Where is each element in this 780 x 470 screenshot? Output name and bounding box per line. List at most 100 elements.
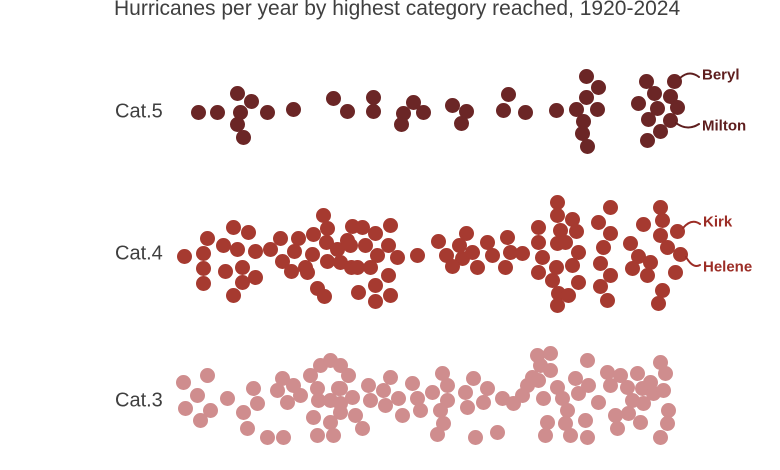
hurricane-dot-cat3 xyxy=(439,377,455,393)
hurricane-dot-cat4 xyxy=(367,293,383,309)
hurricane-dot-cat4 xyxy=(217,263,233,279)
hurricane-dot-cat5 xyxy=(365,103,381,119)
hurricane-dot-cat4 xyxy=(319,253,335,269)
hurricane-dot-cat4 xyxy=(199,230,215,246)
hurricane-dot-cat4 xyxy=(590,214,606,230)
hurricane-dot-cat3 xyxy=(620,405,636,421)
hurricane-dot-cat3 xyxy=(332,380,348,396)
hurricane-dot-cat3 xyxy=(459,399,475,415)
hurricane-dot-cat4 xyxy=(672,246,688,262)
hurricane-dot-cat4 xyxy=(622,235,638,251)
hurricane-dot-cat4 xyxy=(225,287,241,303)
hurricane-dot-cat4 xyxy=(240,224,256,240)
hurricane-dot-cat3 xyxy=(577,412,593,428)
hurricane-dot-cat4 xyxy=(642,254,658,270)
hurricane-dot-cat3 xyxy=(635,395,651,411)
hurricane-dot-cat5 xyxy=(453,115,469,131)
hurricane-dot-cat3 xyxy=(239,420,255,436)
hurricane-dot-cat4 xyxy=(560,287,576,303)
hurricane-dot-cat3 xyxy=(375,382,391,398)
hurricane-dot-cat5 xyxy=(646,85,662,101)
hurricane-dot-cat4 xyxy=(225,219,241,235)
row-label-cat3: Cat.3 xyxy=(115,389,163,412)
hurricane-dot-cat3 xyxy=(567,370,583,386)
hurricane-dot-cat5 xyxy=(568,101,584,117)
hurricane-dot-cat5 xyxy=(590,79,606,95)
hurricane-dot-cat5 xyxy=(630,95,646,111)
hurricane-dot-cat4 xyxy=(514,245,530,261)
hurricane-dot-cat5 xyxy=(393,116,409,132)
hurricane-dot-cat4 xyxy=(382,287,398,303)
hurricane-dot-cat3 xyxy=(249,395,265,411)
hurricane-dot-cat4 xyxy=(195,275,211,291)
hurricane-dot-cat3 xyxy=(542,345,558,361)
hurricane-dot-cat3 xyxy=(292,387,308,403)
hurricane-dot-cat3 xyxy=(590,394,606,410)
hurricane-dot-cat3 xyxy=(390,390,406,406)
hurricane-dot-cat5 xyxy=(652,123,668,139)
hurricane-dot-cat4 xyxy=(570,274,586,290)
hurricane-dot-cat5 xyxy=(229,116,245,132)
hurricane-dot-cat5 xyxy=(500,86,516,102)
hurricane-dot-cat4 xyxy=(602,267,618,283)
hurricane-dot-cat5 xyxy=(589,101,605,117)
hurricane-dot-cat4 xyxy=(564,257,580,273)
hurricane-dot-cat4 xyxy=(290,230,306,246)
chart-title: Hurricanes per year by highest category … xyxy=(114,0,681,20)
hurricane-dot-cat4 xyxy=(367,277,383,293)
hurricane-dot-cat4 xyxy=(329,241,345,257)
hurricane-dot-cat3 xyxy=(609,420,625,436)
hurricane-dot-cat3 xyxy=(412,402,428,418)
hurricane-dot-cat5 xyxy=(574,125,590,141)
hurricane-dot-cat3 xyxy=(409,390,425,406)
hurricane-dot-cat3 xyxy=(325,427,341,443)
hurricane-dot-cat3 xyxy=(309,380,325,396)
hurricane-dot-cat5 xyxy=(578,89,594,105)
hurricane-dot-cat4 xyxy=(497,259,513,275)
hurricane-dot-cat3 xyxy=(305,409,321,425)
hurricane-dot-cat3 xyxy=(382,369,398,385)
hurricane-dot-cat3 xyxy=(535,390,551,406)
hurricane-dot-cat4 xyxy=(602,225,618,241)
hurricane-dot-cat4 xyxy=(354,219,370,235)
hurricane-dot-cat4 xyxy=(654,212,670,228)
hurricane-dot-cat4 xyxy=(502,244,518,260)
hurricane-dot-cat5 xyxy=(243,93,259,109)
hurricane-dot-cat3 xyxy=(579,352,595,368)
hurricane-dot-cat3 xyxy=(655,382,671,398)
hurricane-dot-cat3 xyxy=(465,370,481,386)
hurricane-dot-cat4 xyxy=(564,211,580,227)
hurricane-dot-cat3 xyxy=(245,380,261,396)
hurricane-dot-cat3 xyxy=(657,365,673,381)
hurricane-dot-cat4 xyxy=(215,237,231,253)
hurricane-dot-cat4 xyxy=(652,227,668,243)
connector-line-beryl xyxy=(679,72,700,79)
hurricane-dot-cat5 xyxy=(517,104,533,120)
hurricane-dot-cat3 xyxy=(602,377,618,393)
hurricane-dot-cat3 xyxy=(632,414,648,430)
hurricane-dot-cat4 xyxy=(639,267,655,283)
hurricane-dot-cat3 xyxy=(660,402,676,418)
hurricane-dot-cat3 xyxy=(652,429,668,445)
hurricane-dot-cat4 xyxy=(530,264,546,280)
hurricane-dot-cat4 xyxy=(357,237,373,253)
hurricane-dot-cat3 xyxy=(599,364,615,380)
hurricane-dot-cat4 xyxy=(549,194,565,210)
hurricane-dot-cat3 xyxy=(279,394,295,410)
hurricane-dot-cat5 xyxy=(229,85,245,101)
hurricane-dot-cat5 xyxy=(666,73,682,89)
hurricane-dot-cat3 xyxy=(322,414,338,430)
connector-line-helene xyxy=(685,256,701,267)
hurricane-dot-cat5 xyxy=(444,97,460,113)
hurricane-dot-cat5 xyxy=(209,104,225,120)
hurricane-dot-cat4 xyxy=(195,260,211,276)
hurricane-dot-cat5 xyxy=(495,102,511,118)
hurricane-dot-cat4 xyxy=(430,233,446,249)
row-label-cat5: Cat.5 xyxy=(115,100,163,123)
hurricane-dot-cat3 xyxy=(377,397,393,413)
hurricane-dot-cat4 xyxy=(342,237,358,253)
hurricane-dot-cat3 xyxy=(557,415,573,431)
hurricane-dot-cat4 xyxy=(380,237,396,253)
hurricane-dot-cat3 xyxy=(607,407,623,423)
hurricane-dot-cat4 xyxy=(458,225,474,241)
